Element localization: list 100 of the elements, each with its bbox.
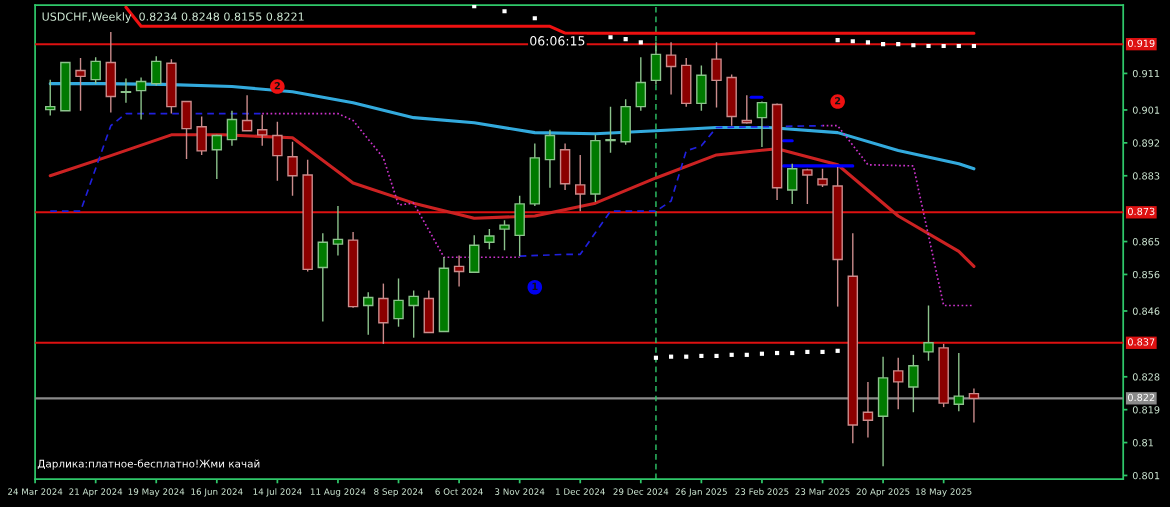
annotation: 1: [532, 282, 538, 290]
point: [926, 43, 931, 49]
candlestick: [499, 219, 510, 252]
candlestick: [953, 352, 965, 412]
point: [835, 38, 840, 43]
ref-line-label: 0.822: [1128, 393, 1155, 402]
point: [971, 43, 977, 49]
x-tick-label: 8 Sep 2024: [374, 488, 423, 497]
point: [502, 9, 507, 14]
x-tick-label: 23 Feb 2025: [735, 488, 789, 495]
point: [865, 40, 871, 45]
text: USDCHF,Weekly 0.8234 0.8248 0.8155 0.8221: [42, 12, 304, 23]
line-series: [518, 124, 824, 257]
candlestick: [211, 134, 223, 180]
y-tick-label: 0.901: [1132, 106, 1160, 114]
candlestick: [332, 205, 344, 257]
line-series: [48, 133, 976, 268]
point: [941, 43, 946, 49]
point: [684, 354, 689, 359]
point: [911, 43, 916, 48]
y-tick-label: 0.846: [1132, 307, 1160, 315]
x-tick-label: 11 Aug 2024: [310, 488, 366, 497]
point: [805, 349, 810, 355]
candlestick: [90, 56, 101, 85]
point: [835, 348, 840, 353]
point: [850, 39, 855, 44]
annotation: 06:06:15: [530, 36, 585, 46]
point: [623, 36, 628, 42]
candlestick: [892, 357, 904, 411]
ref-line-label: 0.873: [1128, 207, 1155, 216]
annotation: 2: [274, 82, 280, 90]
x-tick-label: 29 Dec 2024: [613, 488, 669, 495]
x-tick-label: 3 Nov 2024: [495, 488, 545, 495]
candlestick: [272, 120, 283, 182]
y-tick-label: 0.892: [1132, 139, 1160, 147]
candlestick: [226, 110, 238, 147]
line-series: [261, 112, 521, 259]
point: [759, 351, 765, 356]
annotation: 2: [835, 97, 841, 105]
point: [956, 43, 961, 49]
candlestick: [802, 168, 813, 205]
candlestick: [408, 289, 419, 339]
x-tick-label: 21 Apr 2024: [69, 488, 123, 497]
candlestick: [453, 254, 465, 288]
candlestick: [605, 105, 616, 154]
line-series: [48, 82, 976, 171]
candlestick: [241, 94, 253, 132]
candlestick: [362, 291, 374, 336]
candlestick: [862, 381, 874, 439]
point: [881, 42, 886, 47]
candlestick: [908, 354, 919, 413]
candlestick: [287, 141, 298, 197]
x-tick-label: 14 Jul 2024: [253, 488, 302, 497]
candlestick: [756, 100, 768, 148]
point: [638, 40, 643, 45]
point: [896, 42, 901, 47]
ref-line-label: 0.837: [1128, 338, 1155, 346]
point: [790, 350, 795, 356]
point: [744, 352, 749, 357]
y-tick-label: 0.911: [1132, 69, 1160, 78]
y-tick-label: 0.819: [1132, 406, 1160, 414]
candlestick: [257, 114, 268, 147]
candlestick: [665, 41, 677, 96]
candlestick: [968, 387, 980, 424]
y-tick-label: 0.81: [1132, 439, 1153, 447]
candlestick: [151, 55, 162, 87]
point: [714, 353, 719, 359]
x-tick-label: 23 Mar 2025: [795, 488, 850, 495]
ref-line-label: 0.919: [1128, 39, 1155, 47]
line-series: [821, 124, 975, 307]
point: [669, 354, 674, 359]
x-tick-label: 6 Oct 2024: [435, 488, 483, 495]
candlestick: [817, 168, 828, 188]
candlestick: [75, 57, 86, 112]
candlestick: [120, 77, 132, 104]
point: [532, 16, 537, 21]
x-tick-label: 1 Dec 2024: [556, 488, 605, 495]
y-tick-label: 0.801: [1132, 471, 1160, 480]
candlestick: [786, 162, 798, 205]
y-tick-label: 0.883: [1132, 172, 1160, 180]
point: [729, 352, 734, 357]
point: [653, 355, 659, 360]
x-tick-label: 18 May 2025: [916, 488, 972, 497]
y-tick-label: 0.865: [1132, 238, 1160, 246]
x-tick-label: 24 Mar 2024: [8, 488, 63, 495]
candlestick: [923, 304, 934, 362]
candlestick: [574, 154, 586, 212]
y-tick-label: 0.856: [1132, 270, 1160, 279]
candlestick: [45, 78, 56, 117]
annotation: Дарлика:платное-бесплатно!Жми качай: [37, 459, 260, 470]
point: [699, 353, 704, 359]
x-tick-label: 19 May 2024: [128, 488, 185, 497]
point: [820, 349, 825, 355]
point: [472, 5, 477, 9]
candlestick: [711, 41, 722, 109]
x-tick-label: 16 Jun 2024: [191, 488, 243, 497]
x-tick-label: 26 Jan 2025: [675, 488, 727, 497]
y-tick-label: 0.828: [1132, 373, 1160, 381]
candlestick: [484, 228, 495, 250]
x-tick-label: 20 Apr 2025: [856, 488, 910, 497]
